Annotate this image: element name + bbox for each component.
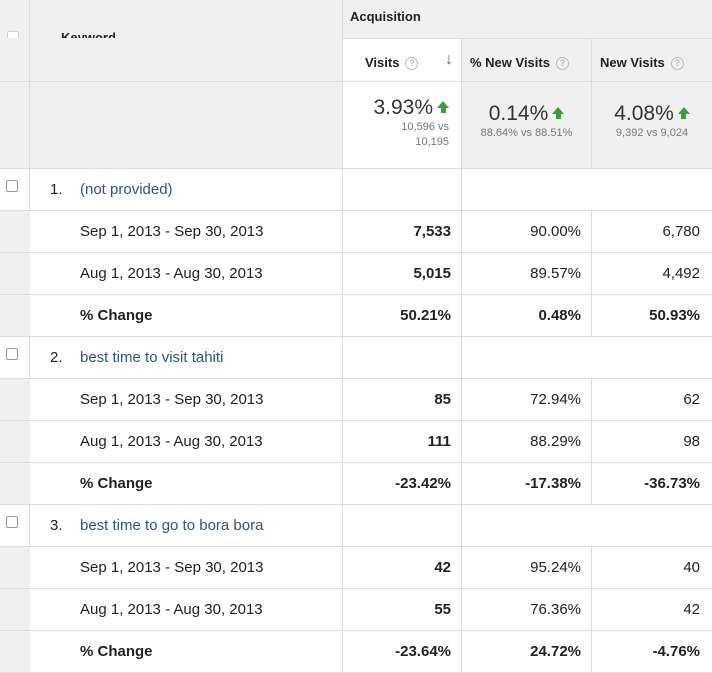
up-arrow-icon xyxy=(437,101,449,113)
new-visits-total: 4.08% 9,392 vs 9,024 xyxy=(592,82,712,168)
row-index: 3. xyxy=(50,517,63,534)
pct-new-visits-value: 90.00% xyxy=(462,211,592,252)
visits-value: 7,533 xyxy=(343,211,462,252)
row-label: Sep 1, 2013 - Sep 30, 2013 xyxy=(30,547,343,588)
new-visits-value: 62 xyxy=(683,391,700,408)
keyword-link[interactable]: best time to go to bora bora xyxy=(80,517,264,534)
acquisition-label: Acquisition xyxy=(350,9,421,24)
keyword-row: 3. best time to go to bora bora xyxy=(0,505,712,547)
visits-value: -23.64% xyxy=(343,631,462,672)
date-range-row: Aug 1, 2013 - Aug 30, 2013 5,015 89.57% 4,4… xyxy=(0,253,712,295)
new-visits-value: 42 xyxy=(683,601,700,618)
percent-change-row: % Change -23.42% -17.38% -36.73% xyxy=(0,463,712,505)
row-label: Aug 1, 2013 - Aug 30, 2013 xyxy=(30,421,343,462)
acquisition-group-header: Acquisition xyxy=(343,0,712,38)
row-label: Sep 1, 2013 - Sep 30, 2013 xyxy=(30,211,343,252)
row-index: 1. xyxy=(50,181,63,198)
pct-new-visits-total-compare: 88.64% vs 88.51% xyxy=(480,127,573,139)
up-arrow-icon xyxy=(552,107,565,119)
new-visits-header-label: New Visits xyxy=(600,55,665,70)
up-arrow-icon xyxy=(677,107,690,119)
row-checkbox[interactable] xyxy=(6,348,18,360)
pct-new-visits-value: 89.57% xyxy=(462,253,592,294)
visits-value: -23.42% xyxy=(343,463,462,504)
date-range-row: Sep 1, 2013 - Sep 30, 2013 85 72.94% 62 xyxy=(0,379,712,421)
help-icon[interactable]: ? xyxy=(670,57,684,71)
pct-new-visits-value: 24.72% xyxy=(462,631,592,672)
new-visits-value: 4,492 xyxy=(662,265,700,282)
visits-header-label: Visits xyxy=(365,55,400,70)
keyword-link[interactable]: best time to visit tahiti xyxy=(80,349,224,366)
header-group-row: Acquisition xyxy=(0,0,712,38)
help-icon[interactable]: ? xyxy=(555,57,569,71)
visits-value: 5,015 xyxy=(343,253,462,294)
row-label: Aug 1, 2013 - Aug 30, 2013 xyxy=(30,589,343,630)
totals-row: 3.93% 10,596 vs 10,195 0.14% 88.64% vs 8… xyxy=(0,82,712,169)
keyword-row: 2. best time to visit tahiti xyxy=(0,337,712,379)
pct-new-visits-value: 0.48% xyxy=(462,295,592,336)
row-label: % Change xyxy=(30,463,343,504)
row-checkbox[interactable] xyxy=(6,180,18,192)
pct-new-visits-total: 0.14% 88.64% vs 88.51% xyxy=(462,82,592,168)
help-icon[interactable]: ? xyxy=(405,57,419,71)
visits-column-header[interactable]: Visits? ↓ xyxy=(343,38,462,81)
pct-new-visits-total-value: 0.14% xyxy=(488,102,549,125)
visits-total-compare-prev: 10,195 xyxy=(415,136,449,148)
date-range-row: Aug 1, 2013 - Aug 30, 2013 55 76.36% 42 xyxy=(0,589,712,631)
percent-change-row: % Change 50.21% 0.48% 50.93% xyxy=(0,295,712,337)
row-label: Sep 1, 2013 - Sep 30, 2013 xyxy=(30,379,343,420)
date-range-row: Sep 1, 2013 - Sep 30, 2013 7,533 90.00% 6,7… xyxy=(0,211,712,253)
new-visits-value: -36.73% xyxy=(644,475,700,492)
visits-total-value: 3.93% xyxy=(373,96,433,119)
visits-value: 50.21% xyxy=(343,295,462,336)
keyword-row: 1. (not provided) xyxy=(0,169,712,211)
new-visits-total-value: 4.08% xyxy=(614,102,674,125)
pct-new-visits-value: 88.29% xyxy=(462,421,592,462)
new-visits-value: 50.93% xyxy=(649,307,700,324)
new-visits-value: 40 xyxy=(683,559,700,576)
pct-new-visits-header-label: % New Visits xyxy=(470,55,550,70)
date-range-row: Aug 1, 2013 - Aug 30, 2013 111 88.29% 98 xyxy=(0,421,712,463)
new-visits-value: 98 xyxy=(683,433,700,450)
percent-change-row: % Change -23.64% 24.72% -4.76% xyxy=(0,631,712,673)
visits-value: 42 xyxy=(343,547,462,588)
visits-value: 85 xyxy=(343,379,462,420)
sort-down-arrow-icon[interactable]: ↓ xyxy=(445,51,453,68)
visits-total-compare: 10,596 vs xyxy=(401,121,449,133)
row-checkbox[interactable] xyxy=(6,516,18,528)
row-label: % Change xyxy=(30,631,343,672)
new-visits-value: 6,780 xyxy=(662,223,700,240)
pct-new-visits-column-header[interactable]: % New Visits? xyxy=(462,38,592,81)
date-range-row: Sep 1, 2013 - Sep 30, 2013 42 95.24% 40 xyxy=(0,547,712,589)
pct-new-visits-value: 95.24% xyxy=(462,547,592,588)
pct-new-visits-value: 76.36% xyxy=(462,589,592,630)
visits-value: 55 xyxy=(343,589,462,630)
row-label: % Change xyxy=(30,295,343,336)
new-visits-column-header[interactable]: New Visits? xyxy=(592,38,712,81)
new-visits-value: -4.76% xyxy=(652,643,700,660)
pct-new-visits-value: 72.94% xyxy=(462,379,592,420)
row-index: 2. xyxy=(50,349,63,366)
visits-value: 111 xyxy=(343,421,462,462)
header-metrics-row: Visits? ↓ % New Visits? New Visits? xyxy=(0,38,712,82)
new-visits-total-compare: 9,392 vs 9,024 xyxy=(615,127,689,139)
pct-new-visits-value: -17.38% xyxy=(462,463,592,504)
keyword-link[interactable]: (not provided) xyxy=(80,181,173,198)
visits-total: 3.93% 10,596 vs 10,195 xyxy=(343,82,462,168)
row-label: Aug 1, 2013 - Aug 30, 2013 xyxy=(30,253,343,294)
